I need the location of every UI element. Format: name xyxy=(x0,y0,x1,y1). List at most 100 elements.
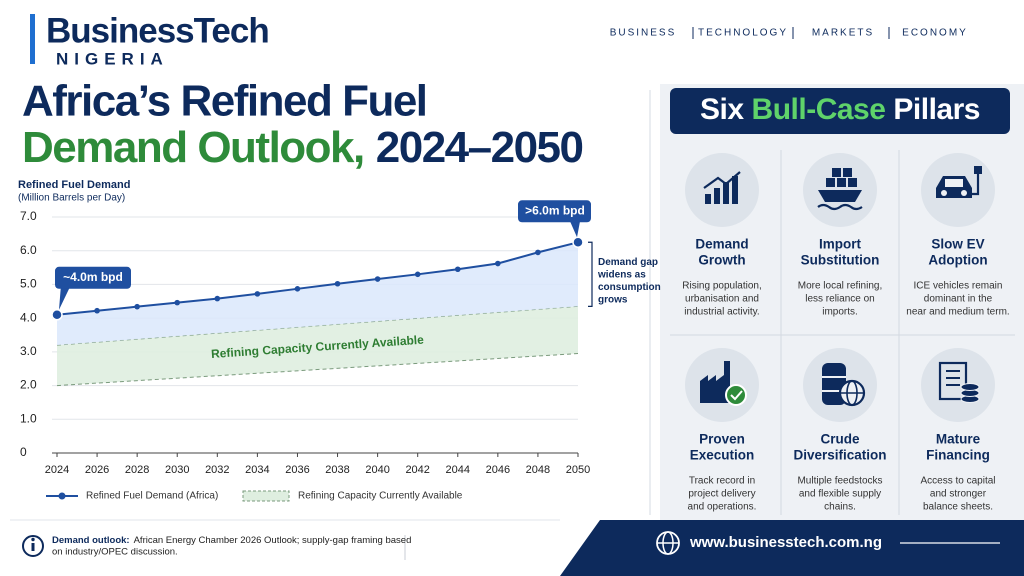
x-tick-label: 2040 xyxy=(365,464,389,476)
demand-line xyxy=(56,241,579,316)
pillars-title: Six Bull-Case Pillars xyxy=(700,93,980,126)
pillar-text: urbanisation and xyxy=(685,294,759,305)
icon xyxy=(725,384,747,406)
demand-point xyxy=(414,271,421,278)
callout-box xyxy=(518,200,591,223)
demand-point xyxy=(51,309,63,321)
x-tick-label: 2038 xyxy=(325,464,349,476)
pillars-title-box xyxy=(670,88,1010,134)
y-tick-label: 3.0 xyxy=(20,344,37,358)
nav-link[interactable]: TECHNOLOGY xyxy=(698,28,788,39)
demand-point xyxy=(134,303,140,310)
x-tick-label: 2026 xyxy=(85,464,109,476)
y-tick-label: 2.0 xyxy=(20,378,37,392)
pillar-text: industrial activity. xyxy=(684,307,759,318)
pillar-title: Slow EV xyxy=(931,237,984,252)
logo: BusinessTech xyxy=(46,11,269,50)
icon xyxy=(700,361,730,403)
gap-note: Demand gap xyxy=(598,257,658,268)
pillar-text: ICE vehicles remain xyxy=(914,281,1003,292)
pillar-title: Crude xyxy=(820,432,859,447)
y-tick-label: 1.0 xyxy=(20,411,37,425)
footer-url[interactable]: www.businesstech.com.ng xyxy=(689,534,882,551)
icon xyxy=(705,194,711,204)
icon xyxy=(832,168,841,177)
pillar-text: project delivery xyxy=(688,489,755,500)
x-tick-label: 2034 xyxy=(245,464,269,476)
pillar-text: and operations. xyxy=(688,502,757,513)
pillar-title: Execution xyxy=(690,448,755,463)
callout-pointer xyxy=(570,221,580,238)
pillar-icon-bg xyxy=(685,153,759,227)
x-tick-label: 2036 xyxy=(285,464,309,476)
icon xyxy=(974,166,982,174)
pillar-title: Financing xyxy=(926,448,990,463)
callout-pointer xyxy=(59,284,71,310)
icon xyxy=(826,178,835,187)
pillar-text: near and medium term. xyxy=(906,307,1009,318)
pillar-title: Mature xyxy=(936,432,981,447)
pillar-text: Access to capital xyxy=(920,476,995,487)
pillars-title-part: Six xyxy=(700,93,744,126)
icon xyxy=(972,174,980,196)
x-tick-label: 2044 xyxy=(446,464,470,476)
x-tick-label: 2050 xyxy=(566,464,590,476)
pillar-title: Proven xyxy=(699,432,745,447)
icon xyxy=(848,178,857,187)
pillar-text: More local refining, xyxy=(798,281,882,292)
y-tick-label: 7.0 xyxy=(20,209,37,223)
y-tick-label: 0 xyxy=(20,445,27,459)
pillar-text: Rising population, xyxy=(682,281,762,292)
capacity-band xyxy=(57,306,578,386)
title-green: Demand Outlook, xyxy=(22,123,364,172)
nav-link[interactable]: MARKETS xyxy=(812,28,874,39)
icon xyxy=(941,190,947,196)
icon xyxy=(703,171,741,189)
logo-bar xyxy=(30,14,35,64)
nav-link[interactable]: BUSINESS xyxy=(610,28,677,39)
footer-label: Demand outlook: xyxy=(52,535,130,546)
title-rest: 2024–2050 xyxy=(376,123,583,172)
demand-point xyxy=(294,286,301,292)
demand-gap-area xyxy=(57,242,578,346)
x-tick-label: 2046 xyxy=(486,464,510,476)
legend-dot xyxy=(58,492,66,500)
pillars-title-part: Pillars xyxy=(893,93,980,126)
pillar-title: Growth xyxy=(698,253,745,268)
icon xyxy=(723,182,729,204)
legend-swatch xyxy=(242,490,290,502)
demand-point xyxy=(535,249,541,256)
pillar-text: dominant in the xyxy=(924,294,993,305)
x-tick-label: 2042 xyxy=(405,464,429,476)
icon xyxy=(945,179,963,187)
pillar-text: Track record in xyxy=(689,476,755,487)
pillar-text: and flexible supply xyxy=(799,489,881,500)
y-axis-title: (Million Barrels per Day) xyxy=(18,193,125,204)
pillar-text: less reliance on xyxy=(805,294,874,305)
legend-label: Refining Capacity Currently Available xyxy=(298,491,463,502)
pillars-title-green: Bull-Case xyxy=(752,93,886,126)
nav-link[interactable]: ECONOMY xyxy=(902,28,968,39)
footer-source: Demand outlook: African Energy Chamber 20… xyxy=(52,535,411,546)
pillar-text: balance sheets. xyxy=(923,502,993,513)
pillar-text: and stronger xyxy=(930,489,987,500)
legend-label: Refined Fuel Demand (Africa) xyxy=(86,491,218,502)
x-tick-label: 2024 xyxy=(45,464,69,476)
icon xyxy=(938,361,968,401)
pillar-text: chains. xyxy=(824,502,856,513)
footer-band xyxy=(560,520,1024,576)
icon xyxy=(714,188,720,204)
pillar-title: Diversification xyxy=(793,448,886,463)
icon xyxy=(837,178,846,187)
icon xyxy=(730,390,743,401)
footer-source: on industry/OPEC discussion. xyxy=(52,547,178,558)
pillar-title: Substitution xyxy=(801,253,880,268)
x-tick-label: 2030 xyxy=(165,464,189,476)
icon xyxy=(818,190,862,202)
gap-note: widens as xyxy=(597,269,646,280)
pillar-text: Multiple feedstocks xyxy=(797,476,882,487)
demand-point xyxy=(334,280,341,287)
callout-text: ~4.0m bpd xyxy=(63,270,123,284)
footer-text: African Energy Chamber 2026 Outlook; sup… xyxy=(134,535,412,546)
